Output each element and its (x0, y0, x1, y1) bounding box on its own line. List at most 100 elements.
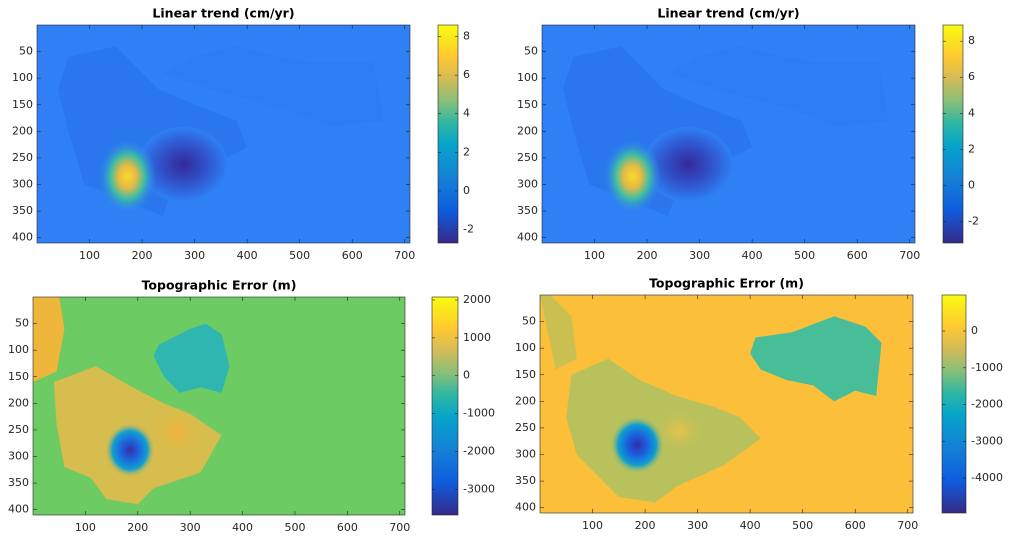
colorbar-tick-label: 8 (968, 34, 975, 47)
image (542, 25, 915, 243)
colorbar-tick-label: -2000 (971, 398, 1003, 411)
image-anomaly (148, 406, 206, 460)
image-axes: Linear trend (cm/yr)100 200 300 400 500 600 70… (517, 6, 979, 263)
x-tick-label: 300 (687, 519, 708, 532)
x-tick-label: 400 (232, 521, 253, 534)
axes-title: Topographic Error (m) (649, 276, 804, 291)
y-tick-label: 300 (515, 448, 536, 461)
y-tick-label: 250 (515, 421, 536, 434)
image-anomaly (609, 415, 665, 475)
colorbar-tick-label: 0 (968, 178, 975, 191)
colorbar (942, 24, 964, 244)
x-tick-label: 300 (184, 249, 205, 262)
image-axes: Topographic Error (m)100 200 300 400 500 600 7… (515, 276, 1003, 533)
colorbar (437, 24, 459, 244)
y-tick-label: 100 (12, 71, 33, 84)
axes-frame (539, 294, 914, 514)
axes-frame (36, 24, 411, 244)
y-tick-label: 400 (515, 501, 536, 514)
image-region (668, 46, 889, 127)
colorbar-tick-label: 6 (968, 70, 975, 83)
x-tick-label: 600 (337, 521, 358, 534)
colorbar-tick-label: 1000 (463, 331, 491, 344)
y-tick-label: 200 (12, 124, 33, 137)
y-tick-label: 200 (517, 124, 538, 137)
y-tick-label: 350 (517, 204, 538, 217)
y-tick-label: 50 (522, 315, 536, 328)
colorbar-tick-label: 0 (463, 369, 470, 382)
colorbar-tick-label: -3000 (971, 434, 1003, 447)
image-region (750, 316, 882, 402)
x-tick-label: 200 (132, 249, 153, 262)
colorbar (941, 294, 967, 514)
colorbar-tick-label: 0 (971, 324, 978, 337)
x-tick-label: 500 (284, 521, 305, 534)
y-tick-label: 100 (517, 71, 538, 84)
y-tick-label: 50 (15, 317, 29, 330)
image-anomaly (104, 422, 156, 478)
y-tick-label: 150 (517, 98, 538, 111)
y-tick-label: 200 (8, 396, 29, 409)
axes-title: Linear trend (cm/yr) (657, 6, 799, 21)
colorbar-tick-label: -2000 (463, 444, 495, 457)
x-tick-label: 500 (792, 519, 813, 532)
y-tick-label: 250 (12, 151, 33, 164)
colorbar-tick-label: -4000 (971, 471, 1003, 484)
x-tick-label: 400 (237, 249, 258, 262)
colorbar-tick-label: 0 (463, 184, 470, 197)
y-tick-label: 400 (517, 231, 538, 244)
x-tick-label: 700 (394, 249, 415, 262)
image-region (163, 46, 384, 127)
colorbar-tick-label: 2000 (463, 293, 491, 306)
x-tick-label: 700 (897, 519, 918, 532)
x-tick-label: 600 (845, 519, 866, 532)
colorbar-tick-label: -1000 (463, 407, 495, 420)
axes-frame (541, 24, 916, 244)
image-axes: Topographic Error (m)100 200 300 400 500 600 7… (8, 278, 495, 535)
y-tick-label: 250 (517, 151, 538, 164)
x-tick-label: 100 (582, 519, 603, 532)
x-tick-label: 100 (75, 521, 96, 534)
x-tick-label: 600 (342, 249, 363, 262)
axes-title: Linear trend (cm/yr) (152, 6, 294, 21)
x-tick-label: 100 (584, 249, 605, 262)
colorbar-tick-label: -2 (968, 214, 979, 227)
y-tick-label: 50 (19, 45, 33, 58)
y-tick-label: 150 (12, 98, 33, 111)
axes-title: Topographic Error (m) (142, 278, 297, 293)
y-tick-label: 300 (12, 178, 33, 191)
colorbar-tick-label: 4 (968, 106, 975, 119)
x-tick-label: 700 (389, 521, 410, 534)
y-tick-label: 350 (515, 474, 536, 487)
y-tick-label: 150 (515, 368, 536, 381)
x-tick-label: 300 (689, 249, 710, 262)
image-region (33, 297, 65, 383)
x-tick-label: 100 (79, 249, 100, 262)
y-tick-label: 250 (8, 423, 29, 436)
x-tick-label: 500 (289, 249, 310, 262)
y-tick-label: 150 (8, 370, 29, 383)
colorbar-tick-label: 6 (463, 68, 470, 81)
colorbar-tick-label: 2 (463, 145, 470, 158)
image (540, 295, 913, 513)
y-tick-label: 200 (515, 394, 536, 407)
x-tick-label: 400 (740, 519, 761, 532)
colorbar-tick-label: 8 (463, 30, 470, 43)
x-tick-label: 200 (127, 521, 148, 534)
image-anomaly (98, 139, 157, 214)
x-tick-label: 400 (742, 249, 763, 262)
colorbar-tick-label: -1000 (971, 361, 1003, 374)
y-tick-label: 350 (12, 204, 33, 217)
image (37, 25, 410, 243)
colorbar-tick-label: -2 (463, 222, 474, 235)
axes-frame (32, 296, 406, 516)
image-anomaly (603, 139, 662, 214)
y-tick-label: 300 (8, 450, 29, 463)
x-tick-label: 600 (847, 249, 868, 262)
y-tick-label: 100 (515, 341, 536, 354)
image-axes: Linear trend (cm/yr)100 200 300 400 500 600 70… (12, 6, 474, 263)
y-tick-label: 350 (8, 476, 29, 489)
colorbar (431, 296, 459, 516)
image-anomaly (138, 127, 228, 202)
x-tick-label: 500 (794, 249, 815, 262)
